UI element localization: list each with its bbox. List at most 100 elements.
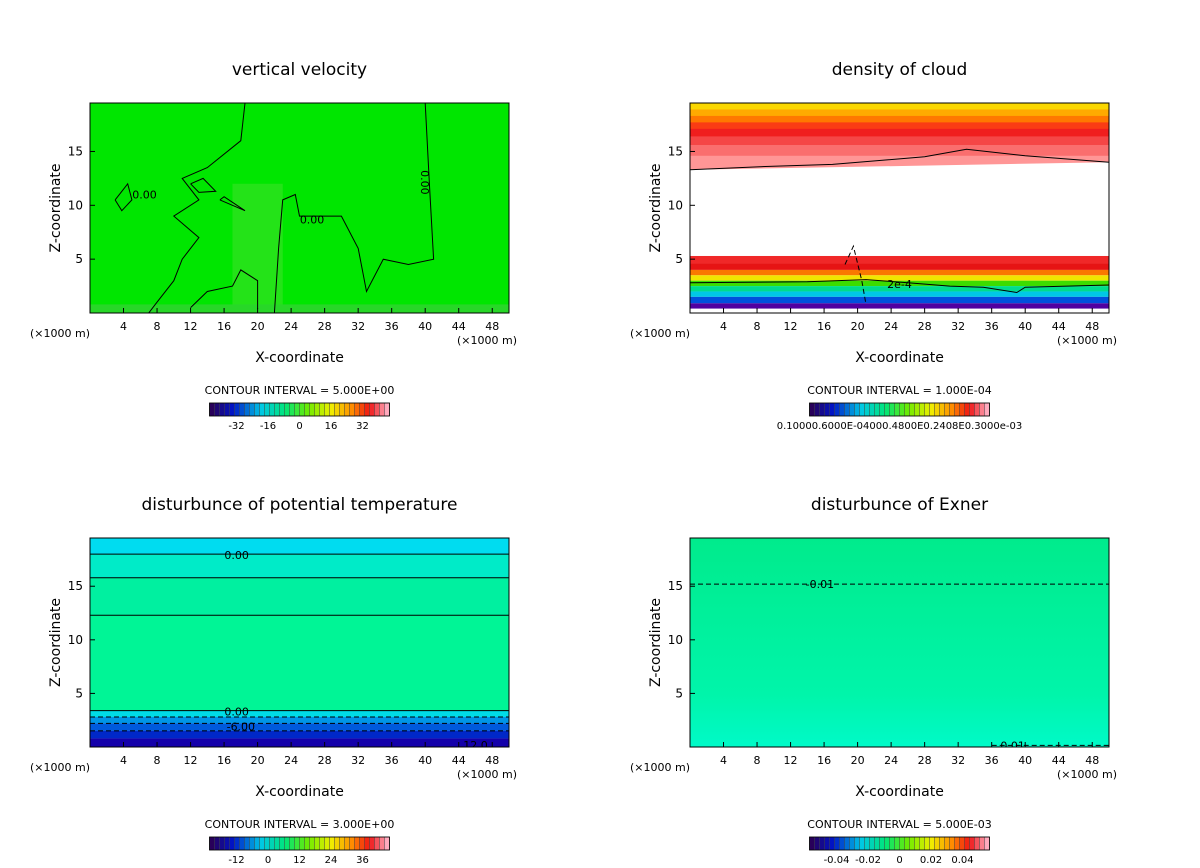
- colorbar-cell: [979, 836, 985, 851]
- y-tick-label: 15: [668, 579, 683, 593]
- colorbar-cell: [349, 402, 355, 417]
- colorbar-frame: [209, 836, 390, 851]
- plot-frame: [89, 102, 510, 314]
- colorbar-cell: [289, 402, 295, 417]
- colorbar-cell: [284, 836, 290, 851]
- colorbar-cell: [874, 402, 880, 417]
- y-axis-label: Z-coordinate: [48, 598, 64, 687]
- colorbar-cell: [854, 836, 860, 851]
- colorbar-cell: [344, 402, 350, 417]
- colorbar-cell: [884, 836, 890, 851]
- colorbar-cell: [339, 836, 345, 851]
- colorbar-tick-label: 0: [296, 421, 302, 432]
- colorbar-cell: [909, 836, 915, 851]
- colorbar-cell: [934, 836, 940, 851]
- colorbar-cell: [869, 836, 875, 851]
- contour-label: 0.00: [132, 189, 157, 202]
- theta-band: [90, 730, 509, 739]
- x-tick-label: 12: [784, 320, 798, 333]
- y-tick-label: 5: [675, 686, 683, 700]
- colorbar-cell: [959, 836, 965, 851]
- colorbar-cell: [359, 836, 365, 851]
- cloud-gap: [690, 162, 1109, 256]
- colorbar-frame: [809, 402, 990, 417]
- colorbar-cell: [209, 836, 215, 851]
- contour-line: [273, 103, 435, 313]
- y-axis-label: Z-coordinate: [48, 163, 64, 252]
- colorbar-cell: [969, 402, 975, 417]
- contour-label: 0.00: [300, 213, 325, 226]
- colorbar-cell: [304, 402, 310, 417]
- colorbar-tick-label: -16: [260, 421, 276, 432]
- colorbar-cell: [819, 836, 825, 851]
- x-tick-label: 12: [184, 320, 198, 333]
- colorbar-cell: [379, 402, 385, 417]
- colorbar-cell: [244, 836, 250, 851]
- colorbar-cell: [809, 402, 815, 417]
- colorbar-cell: [814, 402, 820, 417]
- x-tick-label: 24: [284, 320, 298, 333]
- colorbar-cell: [854, 402, 860, 417]
- colorbar-cell: [264, 402, 270, 417]
- x-unit-left: (×1000 m): [30, 327, 90, 340]
- colorbar-cell: [289, 836, 295, 851]
- colorbar-cell: [929, 836, 935, 851]
- x-tick-label: 32: [351, 320, 365, 333]
- x-tick-label: 12: [784, 754, 798, 767]
- cloud-band: [690, 286, 1109, 292]
- x-tick-label: 24: [284, 754, 298, 767]
- x-tick-label: 40: [418, 320, 432, 333]
- x-tick-label: 36: [985, 754, 999, 767]
- colorbar-cell: [879, 836, 885, 851]
- colorbar-cell: [814, 836, 820, 851]
- colorbar-cell: [914, 402, 920, 417]
- panel-title: disturbunce of Exner: [811, 495, 988, 515]
- colorbar-cell: [224, 836, 230, 851]
- colorbar-cell: [334, 402, 340, 417]
- colorbar-cell: [924, 402, 930, 417]
- x-tick-label: 16: [217, 754, 231, 767]
- x-tick-label: 8: [154, 754, 161, 767]
- colorbar-cell: [819, 402, 825, 417]
- colorbar-tick-label: 32: [356, 421, 369, 432]
- colorbar-cell: [324, 836, 330, 851]
- x-axis-label: X-coordinate: [255, 784, 344, 800]
- y-tick-label: 15: [668, 144, 683, 158]
- theta-band: [90, 615, 509, 711]
- x-tick-label: 32: [951, 754, 965, 767]
- x-tick-label: 40: [1018, 754, 1032, 767]
- x-tick-label: 32: [951, 320, 965, 333]
- x-tick-label: 48: [485, 754, 499, 767]
- colorbar-cell: [964, 402, 970, 417]
- x-unit-right: (×1000 m): [1057, 334, 1117, 347]
- colorbar-cell: [249, 402, 255, 417]
- x-unit-right: (×1000 m): [1057, 768, 1117, 781]
- colorbar-cell: [939, 836, 945, 851]
- theta-band: [90, 716, 509, 724]
- y-tick-label: 5: [675, 252, 683, 266]
- colorbar-cell: [219, 402, 225, 417]
- theta-band: [90, 723, 509, 731]
- colorbar-cell: [899, 836, 905, 851]
- contour-line: [148, 103, 246, 313]
- colorbar-cell: [334, 836, 340, 851]
- contour-label: 0.01: [1000, 739, 1025, 752]
- x-tick-label: 28: [318, 320, 332, 333]
- plot-field: 0.00 0.00 -6.00 12.0: [90, 538, 509, 747]
- x-tick-label: 44: [452, 754, 466, 767]
- colorbar-cell: [849, 836, 855, 851]
- colorbar-cell: [344, 836, 350, 851]
- colorbar-cell: [309, 402, 315, 417]
- colorbar-cell: [909, 402, 915, 417]
- colorbar-tick-label: 0: [265, 855, 271, 866]
- contour-line: [190, 177, 217, 193]
- colorbar-cell: [984, 836, 990, 851]
- colorbar-cell: [894, 402, 900, 417]
- colorbar-cell: [374, 836, 380, 851]
- colorbar-tick-label: 0: [896, 855, 902, 866]
- panel-3: disturbunce of potential temperature 0.00…: [30, 495, 517, 866]
- colorbar-cell: [874, 836, 880, 851]
- panel-title: disturbunce of potential temperature: [141, 495, 457, 515]
- x-tick-label: 44: [1052, 320, 1066, 333]
